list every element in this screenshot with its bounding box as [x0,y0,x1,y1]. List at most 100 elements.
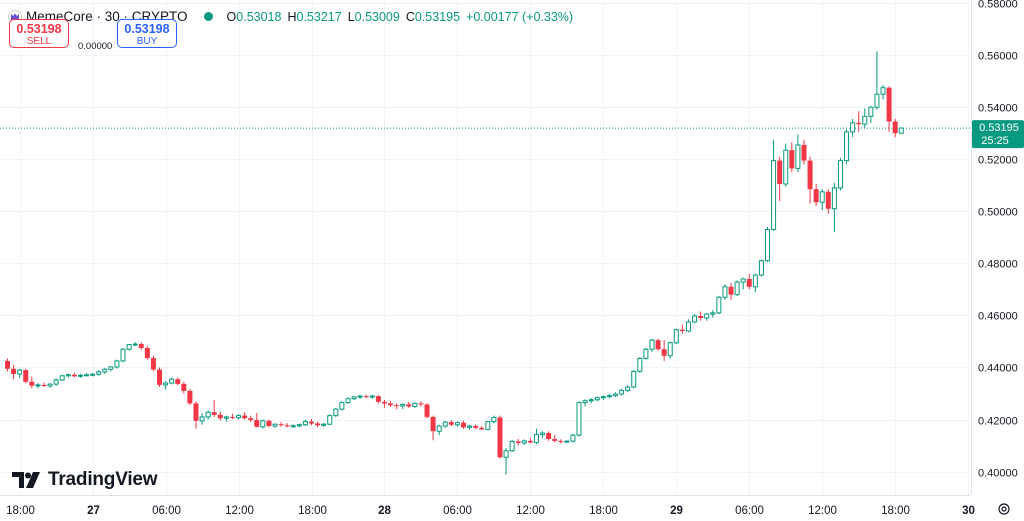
time-tick-label: 18:00 [881,505,910,517]
candle-body-up [236,415,242,419]
candles [5,51,904,475]
candle-body-up [503,450,509,458]
time-tick-label: 27 [87,505,100,517]
candle-body-down [515,441,521,443]
candle-body-up [606,395,612,398]
candle-body-down [175,379,181,384]
candle-body-down [479,427,485,430]
candle-body-up [625,386,631,391]
candle-body-up [613,393,618,397]
candle-body-up [491,416,497,423]
candle-body-up [600,396,606,399]
sell-button[interactable]: 0.53198 SELL [9,18,69,48]
candle-body-down [789,150,795,169]
candle-body-up [649,339,655,350]
candle-body-down [461,422,466,428]
open-value: 0.53018 [236,9,282,24]
candle-body-up [795,144,801,169]
candle-body-down [284,425,290,427]
time-tick-label: 18:00 [589,505,618,517]
candle-body-down [138,344,144,348]
candle-body-up [199,416,205,422]
time-tick-label: 12:00 [225,505,254,517]
candle-body-up [862,115,868,125]
candle-body-up [35,384,41,387]
candle-body-down [381,401,387,404]
time-tick-label: 30 [962,505,975,517]
candle-body-up [582,400,588,404]
candle-body-down [552,439,558,441]
candle-body-up [570,434,576,442]
candle-body-up [564,440,570,443]
settings-gear-icon[interactable] [997,502,1011,516]
time-tick-label: 06:00 [443,505,472,517]
candle-body-up [223,416,229,419]
price-tick-label: 0.46000 [978,311,1018,323]
buy-button[interactable]: 0.53198 BUY [117,18,177,48]
symbol-legend: MemeCore · 30 · CRYPTO O0.53018 H0.53217… [8,9,573,24]
close-label: C [405,9,415,24]
price-axis[interactable]: 0.40000 0.42000 0.44000 0.46000 0.48000 0.500… [978,0,1018,480]
candle-body-down [418,403,424,405]
candle-body-down [394,405,400,407]
candle-body-down [11,368,17,374]
candle-body-up [619,389,625,395]
candle-body-up [65,374,71,377]
candle-body-up [783,149,789,185]
close-value: 0.53195 [414,9,461,24]
candle-body-up [357,395,363,398]
candle-body-up [163,382,169,386]
candle-body-down [254,420,260,427]
price-tick-label: 0.40000 [978,468,1018,480]
candle-body-up [454,422,460,426]
candle-body-down [886,87,892,122]
tradingview-logo[interactable]: TradingView [12,469,158,491]
candle-body-up [84,374,90,377]
candle-body-up [77,374,83,377]
candle-body-up [369,395,375,398]
open-label: O [226,9,237,24]
candle-body-down [698,315,704,319]
price-tick-label: 0.54000 [978,103,1018,115]
sell-price: 0.53198 [16,21,62,36]
candle-body-down [144,347,150,359]
candle-body-up [290,425,296,428]
candle-body-up [47,383,53,387]
candle-body-up [771,160,777,231]
market-status-dot[interactable] [203,12,213,21]
candle-body-up [874,93,880,108]
candle-body-up [59,375,65,381]
candle-body-up [850,122,856,133]
high-label: H [287,9,297,24]
candle-body-up [667,342,673,357]
candle-body-down [746,278,752,287]
candle-body-up [126,344,132,350]
bar-countdown: 25:25 [981,135,1009,147]
candle-body-up [509,440,515,452]
candle-body-up [704,313,710,319]
candle-body-down [558,440,564,442]
grid [0,0,971,495]
candle-body-up [333,408,339,417]
candle-body-up [576,402,582,436]
ohlc-low: L0.53009 [348,10,400,24]
logo-text: TradingView [48,469,158,490]
candle-body-down [424,404,430,417]
candle-body-up [752,274,758,288]
candle-body-up [844,131,850,162]
candle-body-up [296,424,302,427]
candle-body-up [594,397,600,401]
low-label: L [347,9,355,24]
candle-body-up [96,371,102,375]
candle-body-down [892,121,898,134]
time-axis[interactable]: 18:00 27 06:00 12:00 18:00 28 06:00 12:00 18:00 2… [6,505,1024,517]
spread-value: 0.00000 [78,41,113,52]
candle-body-up [533,434,539,443]
time-tick-label: 18:00 [298,505,327,517]
time-tick-label: 12:00 [516,505,545,517]
candle-body-up [734,281,740,296]
candle-body-up [716,296,722,314]
candle-body-down [23,370,29,382]
